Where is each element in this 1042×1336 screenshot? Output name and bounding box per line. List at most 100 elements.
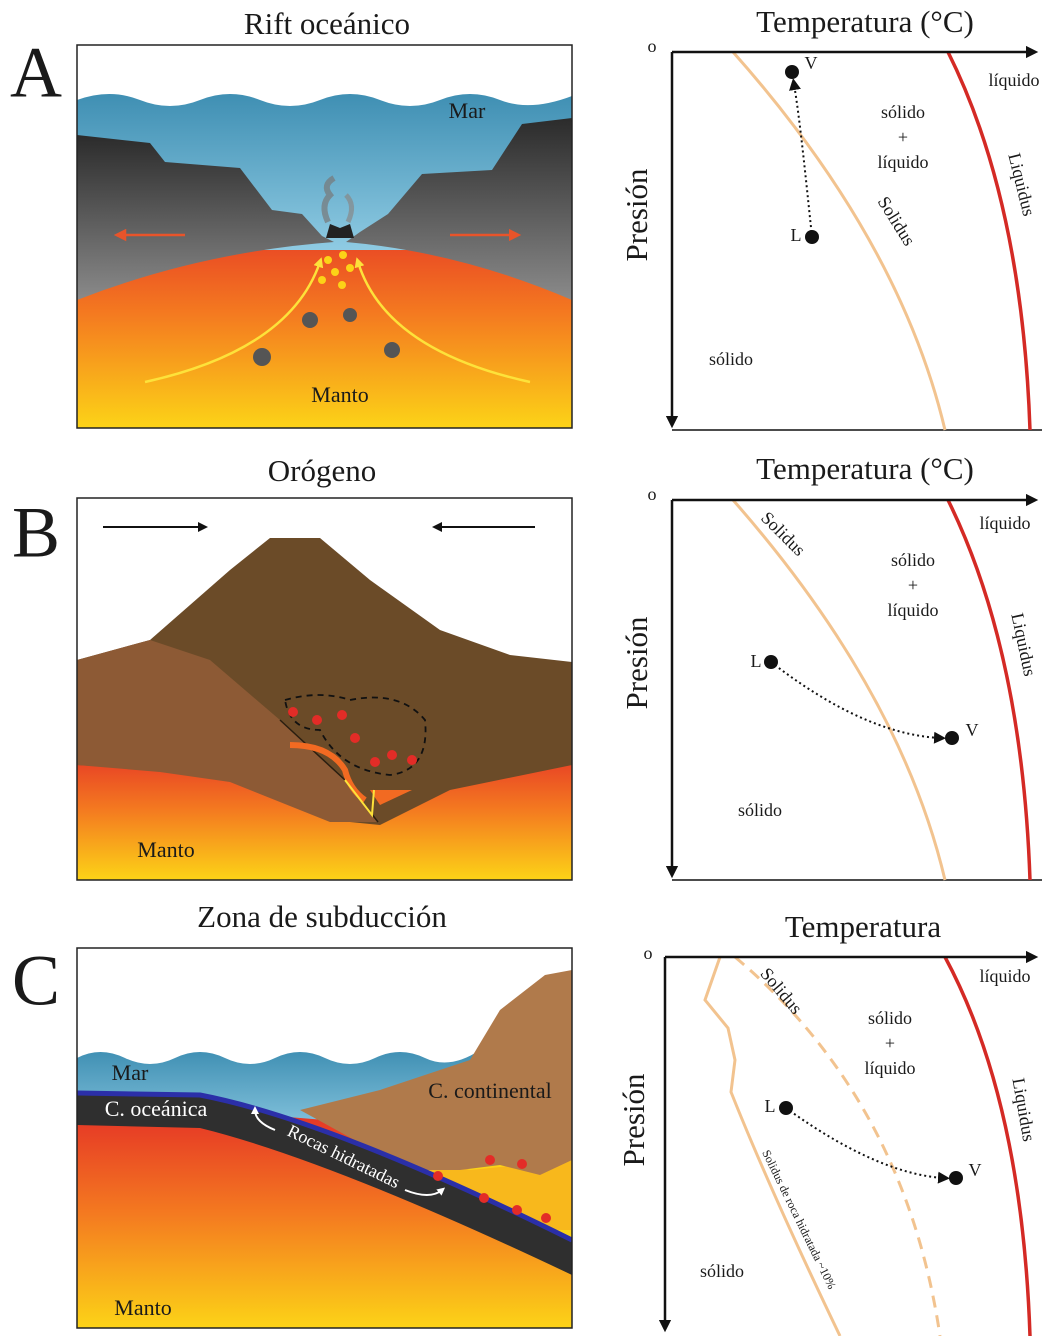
point bbox=[805, 230, 819, 244]
region-label: líquido bbox=[979, 966, 1030, 986]
frame bbox=[76, 497, 573, 881]
smoke bbox=[321, 175, 336, 224]
hydrated-layer bbox=[77, 1090, 572, 1243]
region-label: + bbox=[885, 1033, 895, 1053]
region-label: sólido bbox=[881, 102, 925, 122]
region-label: + bbox=[908, 575, 918, 595]
phase-diagram: Temperatura (°C) o Presión L V líquido s… bbox=[619, 4, 1042, 431]
point-label: L bbox=[791, 225, 802, 245]
melt-drops bbox=[433, 1155, 551, 1223]
path-arrow bbox=[785, 1107, 950, 1184]
shape bbox=[384, 342, 400, 358]
shape bbox=[302, 312, 318, 328]
axis-title: Presión bbox=[619, 168, 654, 262]
axis-title: Temperatura bbox=[785, 909, 941, 944]
shape bbox=[407, 755, 417, 765]
liquidus-curve bbox=[946, 51, 1032, 431]
shape bbox=[337, 710, 347, 720]
rocks bbox=[253, 308, 400, 366]
melt-channel bbox=[344, 779, 375, 818]
path-arrow bbox=[770, 661, 946, 744]
origin-label: o bbox=[648, 484, 657, 504]
curve-label: Liquidus bbox=[1008, 1076, 1039, 1143]
panel-a: A Rift oceánico Mar Manto T bbox=[10, 4, 1042, 431]
region-label: líquido bbox=[864, 1058, 915, 1078]
shape bbox=[433, 1171, 443, 1181]
scene-label: Manto bbox=[311, 382, 368, 407]
shape bbox=[387, 750, 397, 760]
shape bbox=[350, 733, 360, 743]
crust bbox=[77, 640, 378, 822]
frame bbox=[76, 44, 573, 429]
point-label: L bbox=[751, 651, 762, 671]
shape bbox=[512, 1205, 522, 1215]
point bbox=[945, 731, 959, 745]
region-label: sólido bbox=[700, 1261, 744, 1281]
hydrated-solidus-curve bbox=[703, 956, 842, 1336]
shape bbox=[485, 1155, 495, 1165]
region-label: sólido bbox=[868, 1008, 912, 1028]
scene-label: Mar bbox=[449, 98, 486, 123]
crust bbox=[346, 118, 572, 300]
frame bbox=[76, 947, 573, 1329]
shape bbox=[288, 707, 298, 717]
path-arrow bbox=[789, 78, 813, 238]
crust bbox=[77, 135, 334, 300]
phase-diagram: Temperatura o Presión L V líquido sólido… bbox=[616, 909, 1039, 1336]
region-label: líquido bbox=[887, 600, 938, 620]
shape bbox=[338, 281, 346, 289]
shape bbox=[339, 251, 347, 259]
panel-letter: C bbox=[12, 941, 60, 1021]
axis-title: Presión bbox=[616, 1073, 651, 1167]
arrow bbox=[251, 1106, 276, 1131]
scene-title: Rift oceánico bbox=[244, 6, 410, 41]
region-label: sólido bbox=[738, 800, 782, 820]
scene-label: Manto bbox=[114, 1295, 171, 1320]
region-label: líquido bbox=[979, 513, 1030, 533]
panel-c: C Zona de subducción Mar C. oceánica C. … bbox=[12, 899, 1039, 1336]
melt bbox=[370, 790, 412, 805]
panel-letter: A bbox=[10, 33, 62, 113]
point-label: V bbox=[966, 720, 979, 740]
arrow bbox=[354, 257, 531, 384]
continental-crust bbox=[300, 970, 572, 1175]
axis-title: Temperatura (°C) bbox=[756, 4, 974, 39]
melt-drops bbox=[318, 251, 354, 289]
scene-label: C. oceánica bbox=[105, 1096, 208, 1121]
arrow bbox=[404, 1187, 446, 1196]
scene-title: Zona de subducción bbox=[197, 899, 447, 934]
region-label: líquido bbox=[988, 70, 1039, 90]
shape bbox=[318, 276, 326, 284]
phase-diagram: Temperatura (°C) o Presión L V líquido s… bbox=[619, 451, 1042, 881]
melt bbox=[289, 742, 367, 803]
axis-title: Temperatura (°C) bbox=[756, 451, 974, 486]
point-label: L bbox=[765, 1096, 776, 1116]
liquidus-curve bbox=[943, 956, 1032, 1336]
axis-title: Presión bbox=[619, 616, 654, 710]
scene-label: Manto bbox=[137, 837, 194, 862]
shape bbox=[324, 256, 332, 264]
shape bbox=[312, 715, 322, 725]
point bbox=[779, 1101, 793, 1115]
melt-drops bbox=[288, 707, 417, 767]
solidus-curve bbox=[731, 51, 947, 431]
liquidus-curve bbox=[946, 499, 1032, 881]
shape bbox=[331, 268, 339, 276]
shape bbox=[253, 348, 271, 366]
vent bbox=[326, 224, 354, 238]
region-label: sólido bbox=[891, 550, 935, 570]
curve-label: Solidus bbox=[756, 964, 806, 1018]
melt-zone bbox=[283, 694, 427, 776]
origin-label: o bbox=[648, 36, 657, 56]
scene: Mar C. oceánica C. continental Rocas hid… bbox=[77, 948, 572, 1328]
scene: Mar Manto bbox=[77, 45, 572, 428]
origin-label: o bbox=[644, 943, 653, 963]
shape bbox=[517, 1159, 527, 1169]
region-label: + bbox=[898, 127, 908, 147]
scene: Manto bbox=[77, 498, 572, 880]
oceanic-crust bbox=[77, 1093, 572, 1275]
curve-label: Solidus bbox=[757, 508, 809, 560]
point-label: V bbox=[969, 1160, 982, 1180]
shape bbox=[479, 1193, 489, 1203]
